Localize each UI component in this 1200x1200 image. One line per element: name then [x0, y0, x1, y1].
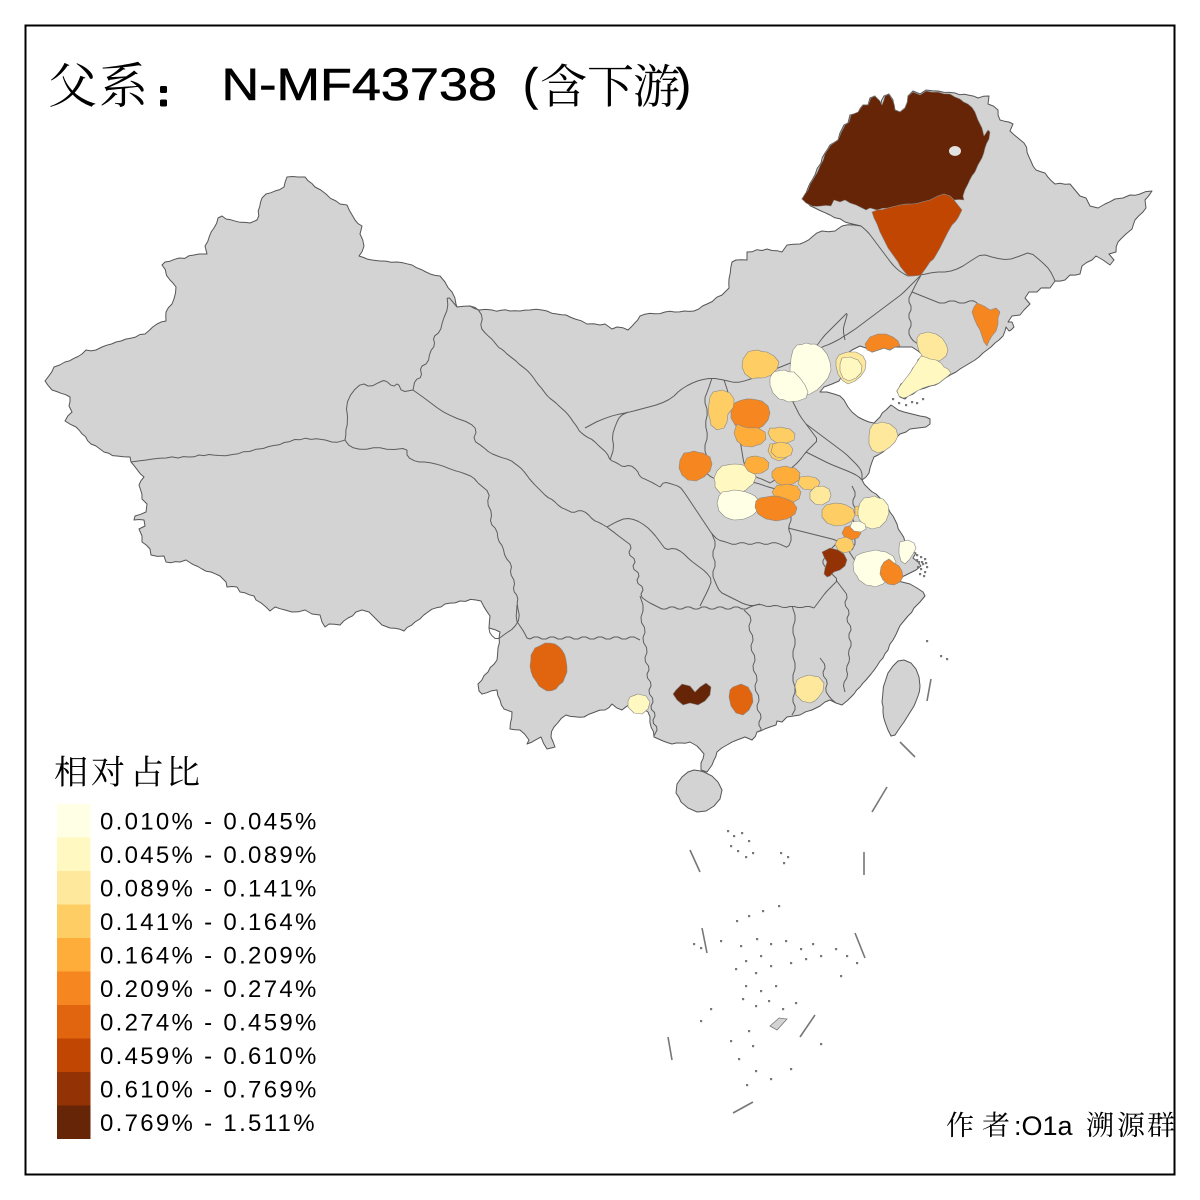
svg-text:0.274% - 0.459%: 0.274% - 0.459% — [100, 1009, 319, 1036]
svg-text:0.045% - 0.089%: 0.045% - 0.089% — [100, 842, 319, 869]
svg-text:0.141% - 0.164%: 0.141% - 0.164% — [100, 909, 319, 936]
svg-text::O1a: :O1a — [1014, 1111, 1074, 1141]
svg-text:0.459% - 0.610%: 0.459% - 0.610% — [100, 1043, 319, 1070]
svg-text:0.164% - 0.209%: 0.164% - 0.209% — [100, 942, 319, 969]
svg-text:0.209% - 0.274%: 0.209% - 0.274% — [100, 976, 319, 1003]
svg-text:0.769% - 1.511%: 0.769% - 1.511% — [100, 1110, 317, 1137]
svg-text:N-MF43738: N-MF43738 — [222, 59, 498, 110]
svg-text:0.010% - 0.045%: 0.010% - 0.045% — [100, 808, 319, 835]
svg-text:0.610% - 0.769%: 0.610% - 0.769% — [100, 1076, 319, 1103]
svg-text:0.089% - 0.141%: 0.089% - 0.141% — [100, 875, 319, 902]
svg-text:(: ( — [523, 59, 538, 110]
svg-text:): ) — [676, 59, 691, 110]
